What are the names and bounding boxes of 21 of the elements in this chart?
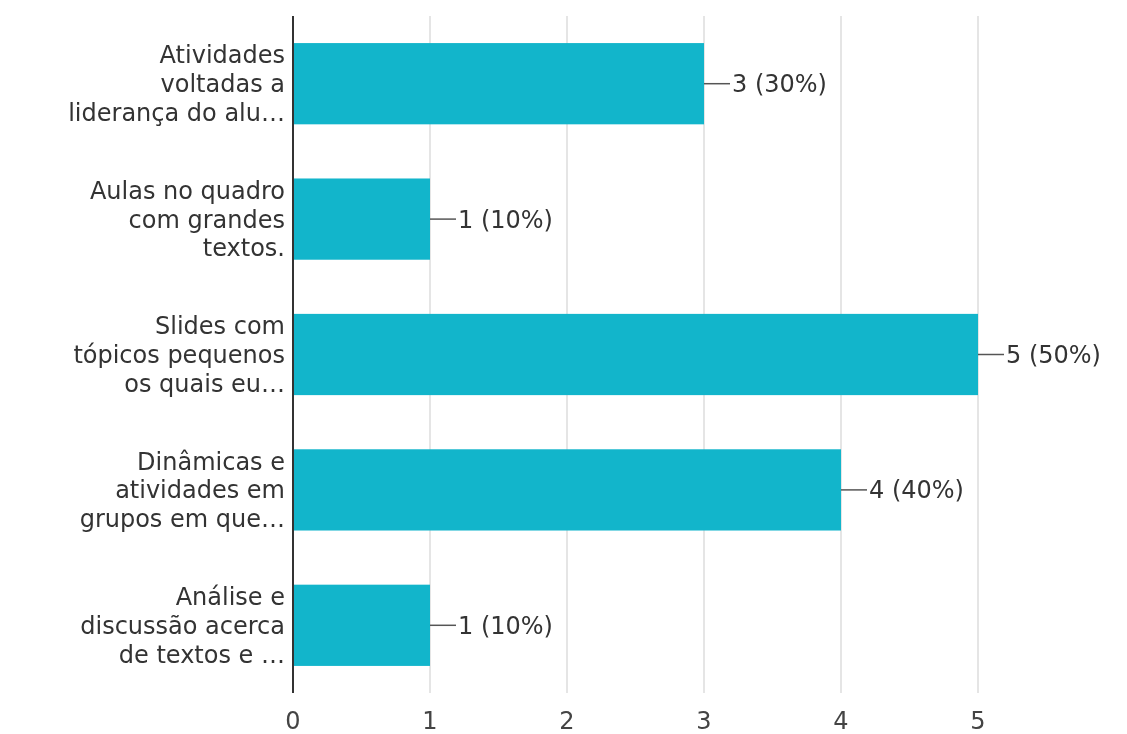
- y-tick-label: Análise e discussão acerca de textos e …: [80, 582, 285, 669]
- x-tick-label: 1: [422, 707, 438, 734]
- x-tick-label: 0: [285, 707, 301, 734]
- bar: [293, 178, 430, 260]
- bar: [293, 43, 704, 125]
- y-tick-label: Atividades voltadas a liderança do alu…: [68, 41, 285, 127]
- y-tick-label: Slides com tópicos pequenos os quais eu…: [73, 312, 285, 398]
- data-label: 4 (40%): [869, 476, 964, 505]
- x-tick-label: 2: [559, 707, 575, 734]
- x-tick-label: 3: [696, 707, 712, 734]
- bar: [293, 584, 430, 666]
- y-tick-label: Aulas no quadro com grandes textos.: [89, 176, 285, 263]
- y-tick-label: Dinâmicas e atividades em grupos em que…: [79, 447, 285, 534]
- x-tick-label: 5: [970, 707, 986, 734]
- bar: [293, 449, 841, 531]
- bar: [293, 313, 978, 396]
- data-label: 1 (10%): [458, 205, 553, 234]
- x-tick-label: 4: [833, 707, 849, 734]
- data-label: 1 (10%): [458, 611, 553, 640]
- data-label: 5 (50%): [1006, 340, 1101, 369]
- data-label: 3 (30%): [732, 70, 827, 99]
